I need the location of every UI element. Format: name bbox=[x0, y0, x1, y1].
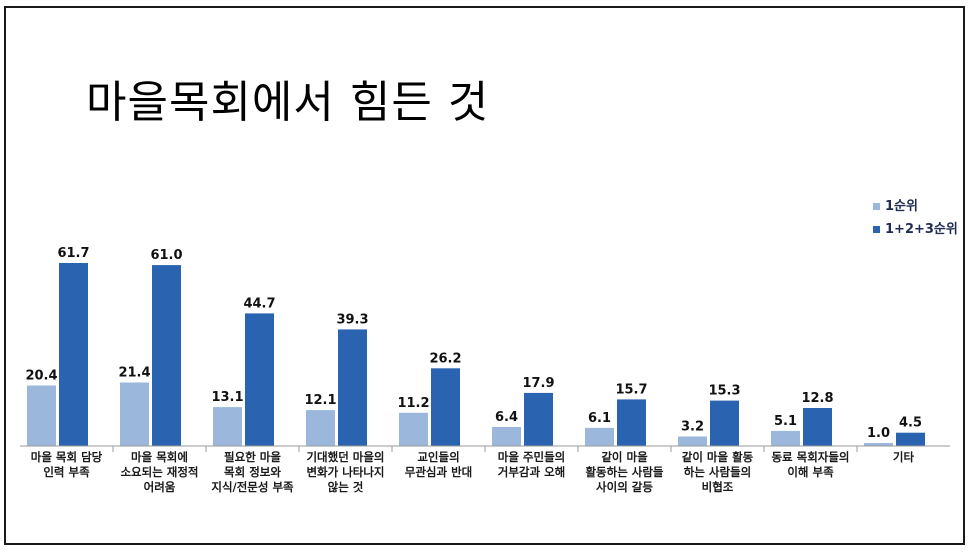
category-label-3: 변화가 나타나지 bbox=[306, 465, 384, 479]
category-label-7: 같이 마을 활동 bbox=[682, 450, 754, 464]
value-label: 13.1 bbox=[211, 390, 243, 405]
bars-group: 20.4 61.7 21.4 61.0 13.1 44.7 12.1 39.3 11.2 26.2… bbox=[25, 246, 925, 446]
category-label-3: 기대했던 마을의 bbox=[306, 450, 384, 464]
legend-swatch-2 bbox=[873, 226, 880, 233]
legend-label-2: 1+2+3순위 bbox=[885, 222, 958, 237]
category-label-2: 지식/전문성 부족 bbox=[211, 480, 294, 494]
value-label: 11.2 bbox=[397, 396, 429, 411]
value-label: 26.2 bbox=[429, 351, 461, 366]
category-label-6: 사이의 갈등 bbox=[596, 480, 653, 494]
category-label-1: 소요되는 재정적 bbox=[120, 465, 198, 479]
category-label-3: 않는 것 bbox=[328, 480, 364, 494]
category-label-6: 활동하는 사람들 bbox=[585, 465, 663, 479]
value-label: 4.5 bbox=[899, 416, 922, 431]
category-label-0: 인력 부족 bbox=[43, 465, 90, 479]
category-label-6: 같이 마을 bbox=[601, 450, 648, 464]
bar-series1-3 bbox=[306, 410, 335, 446]
chart-title: 마을목회에서 힘든 것 bbox=[86, 77, 490, 128]
bar-series2-6 bbox=[617, 399, 646, 446]
bar-series2-1 bbox=[152, 265, 181, 446]
value-label: 12.1 bbox=[304, 393, 336, 408]
category-label-7: 하는 사람들의 bbox=[684, 465, 751, 479]
value-label: 12.8 bbox=[801, 391, 833, 406]
bar-series2-8 bbox=[803, 408, 832, 446]
bar-series2-7 bbox=[710, 400, 739, 446]
value-label: 15.7 bbox=[615, 382, 647, 397]
category-label-2: 목회 정보와 bbox=[224, 465, 281, 479]
value-label: 15.3 bbox=[708, 384, 740, 399]
value-label: 20.4 bbox=[25, 369, 57, 384]
category-label-5: 거부감과 오해 bbox=[498, 465, 565, 479]
bar-series1-7 bbox=[678, 436, 707, 446]
bar-series1-0 bbox=[27, 385, 56, 446]
bar-series2-3 bbox=[338, 329, 367, 446]
value-label: 6.4 bbox=[495, 410, 518, 425]
bar-series1-2 bbox=[213, 407, 242, 446]
category-label-2: 필요한 마을 bbox=[224, 450, 281, 464]
bar-series1-1 bbox=[120, 382, 149, 446]
legend-label-1: 1순위 bbox=[885, 199, 918, 214]
bar-series2-4 bbox=[431, 368, 460, 446]
category-label-4: 무관심과 반대 bbox=[405, 465, 472, 479]
value-label: 39.3 bbox=[336, 312, 368, 327]
category-label-4: 교인들의 bbox=[417, 450, 459, 464]
bar-series1-9 bbox=[864, 443, 893, 446]
value-label: 1.0 bbox=[867, 426, 890, 441]
value-label: 17.9 bbox=[522, 376, 554, 391]
category-label-5: 마을 주민들의 bbox=[498, 450, 565, 464]
bar-series1-4 bbox=[399, 412, 428, 446]
bar-series2-5 bbox=[524, 392, 553, 446]
value-label: 44.7 bbox=[243, 296, 275, 311]
value-label: 3.2 bbox=[681, 420, 704, 435]
value-label: 61.0 bbox=[150, 248, 182, 263]
value-label: 61.7 bbox=[57, 246, 89, 261]
value-label: 21.4 bbox=[118, 366, 150, 381]
value-label: 5.1 bbox=[774, 414, 797, 429]
bar-series1-5 bbox=[492, 427, 521, 446]
category-label-0: 마을 목회 담당 bbox=[31, 450, 103, 464]
bar-series1-6 bbox=[585, 427, 614, 446]
legend-swatch-1 bbox=[873, 203, 880, 210]
category-label-9: 기타 bbox=[893, 450, 915, 464]
bar-series2-2 bbox=[245, 313, 274, 446]
category-label-1: 어려움 bbox=[144, 480, 176, 494]
value-label: 6.1 bbox=[588, 411, 611, 426]
category-label-8: 이해 부족 bbox=[787, 465, 834, 479]
bar-series2-0 bbox=[59, 263, 88, 446]
legend: 1순위 1+2+3순위 bbox=[873, 199, 958, 237]
category-label-1: 마을 목회에 bbox=[131, 450, 188, 464]
x-axis-ticks bbox=[112, 446, 858, 452]
category-label-8: 동료 목회자들의 bbox=[771, 450, 849, 464]
category-label-7: 비협조 bbox=[702, 480, 734, 494]
bar-series1-8 bbox=[771, 430, 800, 446]
bar-series2-9 bbox=[896, 432, 925, 446]
